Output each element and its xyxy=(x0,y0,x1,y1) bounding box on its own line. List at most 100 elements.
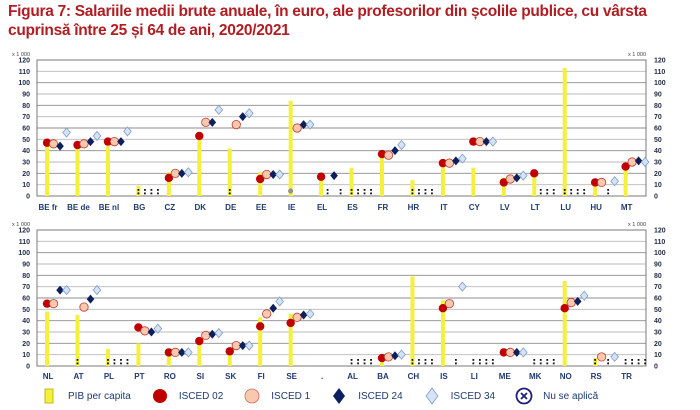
isced24-point xyxy=(269,303,277,313)
na-dot xyxy=(120,362,122,365)
isced34-point xyxy=(92,284,102,296)
na-dot xyxy=(546,192,549,195)
isced02-point xyxy=(255,322,265,331)
plot-frame xyxy=(36,229,647,367)
gdp-bar xyxy=(258,317,263,366)
isced1-point xyxy=(597,352,607,362)
na-dot xyxy=(126,359,129,361)
category-label: FI xyxy=(258,372,265,381)
category-label: ES xyxy=(347,203,358,212)
na-dot xyxy=(363,192,366,195)
isced34-point xyxy=(62,284,71,296)
category-label: CZ xyxy=(165,203,176,212)
circled-x-icon xyxy=(515,387,533,405)
na-dot xyxy=(552,192,555,195)
na-dot xyxy=(624,362,627,365)
gdp-bar xyxy=(349,167,354,196)
category-label: EL xyxy=(317,203,327,212)
category-label: LI xyxy=(471,372,478,381)
y-tick-left: 20 xyxy=(22,341,30,348)
isced24-point xyxy=(56,285,64,295)
plot-frame xyxy=(36,59,647,197)
gdp-bar xyxy=(105,349,110,366)
isced1-point xyxy=(444,299,454,309)
gdp-bar xyxy=(379,155,384,196)
legend-item-gdp: PIB per capita xyxy=(40,387,131,405)
category-label: LV xyxy=(500,203,510,212)
na-dot xyxy=(357,189,359,191)
category-label: BE de xyxy=(67,203,90,212)
gdp-bar xyxy=(440,300,445,366)
category-label: EE xyxy=(256,203,267,212)
na-dot xyxy=(350,362,353,365)
na-dot xyxy=(472,359,475,361)
na-dot xyxy=(107,359,109,361)
y-tick-left: 10 xyxy=(22,182,30,189)
na-dot xyxy=(607,189,610,191)
category-label: RO xyxy=(164,372,176,381)
na-dot xyxy=(637,362,640,365)
y-tick-right: 60 xyxy=(654,296,662,303)
na-dot xyxy=(339,192,342,195)
isced02-point xyxy=(195,131,204,141)
na-dot xyxy=(228,192,231,195)
isced02-point xyxy=(255,174,265,184)
navy-diamond-icon xyxy=(330,387,348,405)
isced1-point xyxy=(48,139,59,149)
unit-label-right: x 1 000 xyxy=(628,222,646,228)
isced24-point xyxy=(178,347,186,357)
gdp-bar xyxy=(136,343,141,366)
isced34-point xyxy=(92,130,102,142)
isced34-point xyxy=(153,323,163,334)
isced34-point xyxy=(123,126,132,137)
y-tick-right: 100 xyxy=(654,80,666,87)
isced24-point xyxy=(391,146,399,156)
legend-item-na: Nu se aplică xyxy=(515,387,598,405)
na-dot xyxy=(156,189,159,191)
yellow-bar-icon xyxy=(40,387,58,405)
category-label: LT xyxy=(531,203,540,212)
isced1-point xyxy=(597,177,607,187)
y-tick-right: 110 xyxy=(654,69,665,76)
isced02-point xyxy=(469,137,478,146)
gdp-bar xyxy=(623,165,628,196)
y-tick-right: 40 xyxy=(654,318,662,325)
na-dot xyxy=(150,189,153,191)
legend-label: ISCED 1 xyxy=(271,390,311,402)
y-tick-right: 110 xyxy=(654,239,665,246)
category-label: TR xyxy=(621,372,632,381)
gdp-bar xyxy=(197,341,202,366)
na-dot xyxy=(570,189,573,191)
na-dot xyxy=(107,362,109,365)
legend-item-isced1: ISCED 1 xyxy=(243,387,310,405)
na-dot xyxy=(644,359,646,361)
na-dot xyxy=(624,359,627,361)
na-dot xyxy=(546,189,549,191)
na-dot xyxy=(370,359,372,361)
isced1-point xyxy=(79,139,89,149)
y-tick-right: 30 xyxy=(654,160,662,167)
y-tick-left: 100 xyxy=(18,250,30,257)
na-dot xyxy=(424,362,427,365)
y-tick-right: 80 xyxy=(654,273,662,280)
gdp-bar xyxy=(501,177,506,196)
na-dot xyxy=(478,359,481,361)
category-label: SI xyxy=(197,372,205,381)
na-dot xyxy=(411,192,414,195)
isced1-point xyxy=(231,120,241,130)
isced02-point xyxy=(499,348,508,357)
lightblue-diamond-icon xyxy=(423,387,441,405)
category-label: AL xyxy=(347,372,358,381)
na-dot xyxy=(143,189,146,191)
isced34-point xyxy=(244,108,254,119)
y-tick-left: 90 xyxy=(22,92,30,99)
y-tick-left: 110 xyxy=(19,69,30,76)
isced02-point xyxy=(164,348,174,357)
isced34-point xyxy=(518,170,528,181)
isced24-point xyxy=(147,327,156,337)
isced24-point xyxy=(178,168,186,178)
legend-label: ISCED 02 xyxy=(178,390,224,402)
legend-label: ISCED 34 xyxy=(450,390,496,402)
gdp-bar xyxy=(593,358,598,366)
category-label: BE fr xyxy=(38,203,57,212)
